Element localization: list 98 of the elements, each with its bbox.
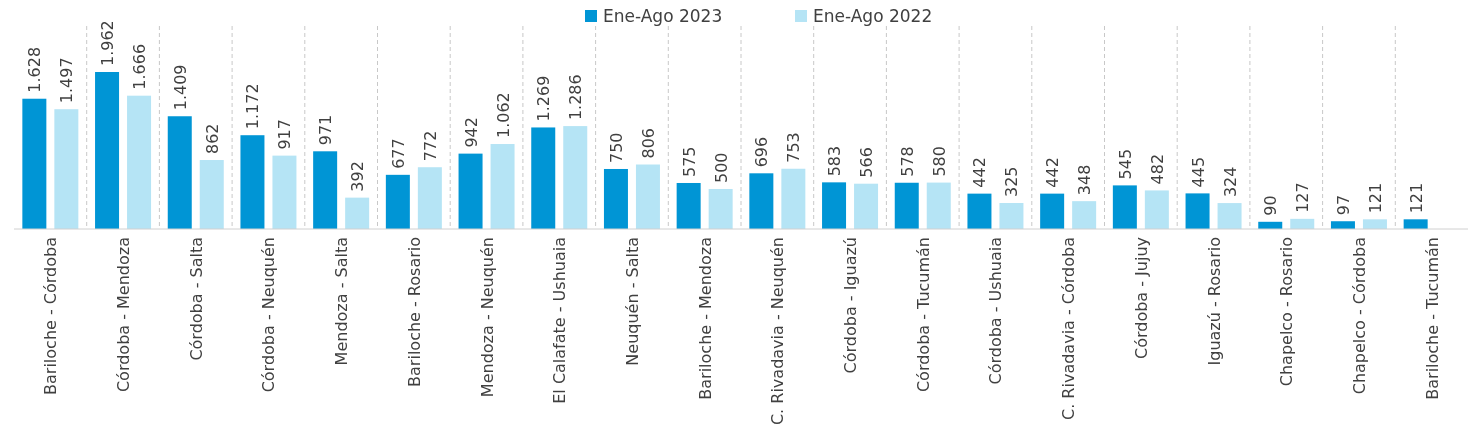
bar xyxy=(240,135,265,229)
bar xyxy=(1217,203,1242,229)
data-label: 1.062 xyxy=(493,92,513,139)
x-tick-label: Bariloche - Mendoza xyxy=(695,237,715,400)
x-tick-label: Iguazú - Rosario xyxy=(1204,237,1224,366)
bar xyxy=(926,182,951,229)
data-label: 500 xyxy=(711,152,731,183)
x-tick-label: C. Rivadavia - Córdoba xyxy=(1059,237,1079,420)
bar xyxy=(1144,190,1169,229)
x-tick-label: Córdoba - Iguazú xyxy=(841,237,861,374)
bar xyxy=(1072,201,1097,229)
data-label: 325 xyxy=(1002,166,1022,197)
data-label: 917 xyxy=(275,119,295,150)
legend-label: Ene-Ago 2022 xyxy=(813,6,933,26)
data-label: 392 xyxy=(348,161,368,192)
bar xyxy=(781,168,806,229)
data-label: 545 xyxy=(1115,148,1135,180)
data-label: 1.269 xyxy=(534,75,554,122)
data-label: 121 xyxy=(1406,182,1426,214)
data-label: 578 xyxy=(897,146,917,177)
x-tick-label: Chapelco - Rosario xyxy=(1277,237,1297,387)
data-label: 445 xyxy=(1188,156,1208,188)
x-tick-label: Córdoba - Mendoza xyxy=(114,237,134,393)
data-label: 482 xyxy=(1147,153,1167,185)
data-label: 97 xyxy=(1333,194,1353,216)
x-tick-label: Córdoba - Tucumán xyxy=(913,237,933,393)
bar xyxy=(199,160,224,229)
bar xyxy=(22,98,47,229)
x-tick-label: Córdoba - Ushuaia xyxy=(986,237,1006,385)
x-tick-label: Bariloche - Rosario xyxy=(404,237,424,387)
x-tick-label: Mendoza - Salta xyxy=(332,237,352,366)
bar xyxy=(854,183,879,229)
data-label: 677 xyxy=(388,138,408,169)
data-label: 442 xyxy=(970,157,990,188)
data-label: 696 xyxy=(752,136,772,168)
data-label: 753 xyxy=(784,132,804,163)
x-tick-label: C. Rivadavia - Neuquén xyxy=(768,237,788,426)
bar xyxy=(345,197,370,229)
bar xyxy=(1040,193,1065,229)
data-label: 1.172 xyxy=(243,83,263,130)
bar xyxy=(635,164,660,229)
data-label: 1.497 xyxy=(57,57,77,104)
data-label: 1.666 xyxy=(130,43,150,90)
bar xyxy=(313,151,338,229)
x-tick-label: Bariloche - Tucumán xyxy=(1422,237,1442,400)
data-label: 1.962 xyxy=(98,20,118,66)
bar xyxy=(894,182,919,229)
x-tick-label: Mendoza - Neuquén xyxy=(477,237,497,398)
bar xyxy=(272,155,297,229)
x-tick-label: Córdoba - Neuquén xyxy=(259,237,279,393)
bar xyxy=(1112,185,1137,229)
x-tick-label: Neuquén - Salta xyxy=(622,237,642,366)
bar xyxy=(127,95,152,229)
data-label: 348 xyxy=(1075,164,1095,196)
bar xyxy=(822,182,847,229)
bar xyxy=(1403,219,1428,229)
x-tick-label: Córdoba - Jujuy xyxy=(1131,237,1151,360)
bar xyxy=(603,168,628,229)
bar xyxy=(490,144,515,229)
bar xyxy=(708,188,733,229)
x-tick-label: Chapelco - Córdoba xyxy=(1349,237,1369,395)
data-label: 971 xyxy=(316,114,336,146)
data-label: 575 xyxy=(679,146,699,177)
bar xyxy=(1362,219,1387,229)
x-tick-label: Córdoba - Salta xyxy=(186,237,206,361)
bar xyxy=(563,126,588,229)
bar xyxy=(167,116,192,229)
x-tick-label: El Calafate - Ushuaia xyxy=(550,237,570,404)
data-label: 566 xyxy=(857,147,877,178)
bar xyxy=(385,174,410,229)
data-label: 942 xyxy=(461,117,481,148)
data-label: 1.286 xyxy=(566,74,586,121)
bar xyxy=(458,153,483,229)
data-label: 750 xyxy=(606,132,626,163)
bar xyxy=(967,193,992,229)
legend-label: Ene-Ago 2023 xyxy=(603,6,723,26)
bar xyxy=(531,127,556,229)
bar xyxy=(95,72,120,229)
data-label: 583 xyxy=(825,145,845,177)
bar xyxy=(999,202,1024,229)
data-label: 1.628 xyxy=(25,46,45,93)
data-label: 1.409 xyxy=(170,64,190,111)
data-label: 121 xyxy=(1365,182,1385,214)
x-tick-label: Bariloche - Córdoba xyxy=(41,237,61,395)
data-label: 324 xyxy=(1220,166,1240,198)
data-label: 127 xyxy=(1293,182,1313,213)
data-label: 862 xyxy=(202,123,222,155)
data-label: 90 xyxy=(1261,195,1281,216)
data-label: 772 xyxy=(420,130,440,162)
data-label: 806 xyxy=(638,127,658,159)
bar xyxy=(417,167,442,229)
data-label: 442 xyxy=(1043,157,1063,188)
bar xyxy=(749,173,774,229)
data-label: 580 xyxy=(929,146,949,177)
bar xyxy=(1330,221,1355,229)
bar xyxy=(676,182,701,229)
bar xyxy=(54,109,79,229)
bar xyxy=(1185,193,1210,229)
